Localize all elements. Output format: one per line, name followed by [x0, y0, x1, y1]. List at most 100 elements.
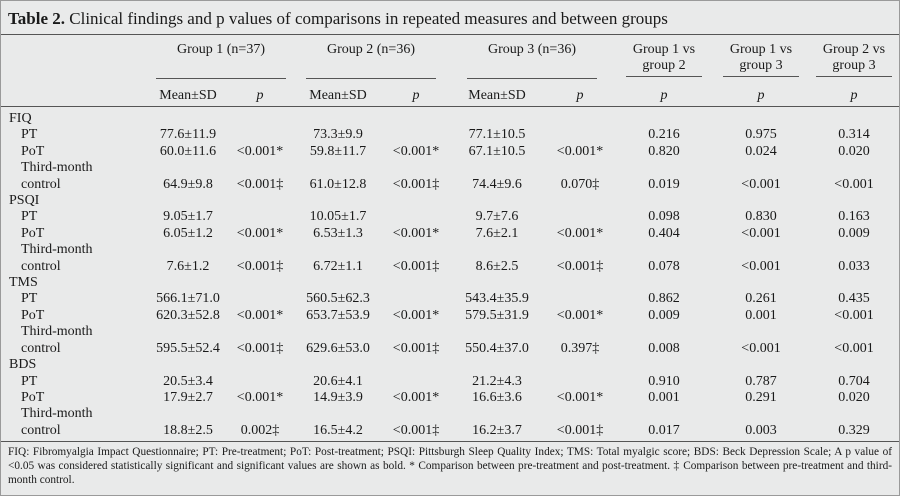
cell: <0.001 — [741, 225, 781, 241]
cell — [149, 242, 899, 258]
cell: 0.291 — [745, 389, 777, 405]
row-label: PoT — [21, 143, 45, 159]
cell: 6.05±1.2 — [163, 225, 213, 241]
row-label: Third-month — [21, 242, 93, 258]
header-row: Group 1 (n=37) Group 2 (n=36) Group 3 (n=3… — [1, 37, 899, 86]
cell: 0.078 — [648, 258, 680, 274]
row-label: PT — [21, 373, 38, 389]
cell: 560.5±62.3 — [306, 291, 370, 307]
cell: <0.001 — [741, 340, 781, 356]
cell — [149, 160, 899, 176]
data-row: PoT 60.0±11.6 <0.001* 59.8±11.7 <0.001* 67.1±… — [1, 144, 899, 160]
cell: 0.024 — [745, 143, 777, 159]
row-label: PT — [21, 127, 38, 143]
row-label: Third-month — [21, 324, 93, 340]
cell: <0.001 — [834, 340, 874, 356]
header-cell: p — [615, 86, 713, 107]
cell: <0.001 — [834, 176, 874, 192]
cell: 0.397‡ — [560, 340, 600, 356]
cell: 16.5±4.2 — [313, 422, 363, 438]
cell: <0.001‡ — [392, 258, 440, 274]
data-row: PT 20.5±3.4 20.6±4.1 21.2±4.3 0.910 0.787 0.70… — [1, 374, 899, 390]
section-name: PSQI — [9, 193, 40, 209]
cell — [545, 291, 615, 307]
cell: 543.4±35.9 — [465, 291, 529, 307]
cell: 0.017 — [648, 422, 680, 438]
cell: 0.216 — [648, 127, 680, 143]
cell: 14.9±3.9 — [313, 389, 363, 405]
cell — [383, 291, 449, 307]
section-name: FIQ — [9, 111, 32, 126]
data-row: PoT 17.9±2.7 <0.001* 14.9±3.9 <0.001* 16.6±3.… — [1, 390, 899, 406]
cell: 0.019 — [648, 176, 680, 192]
section-name: BDS — [9, 357, 37, 373]
cell: <0.001 — [741, 176, 781, 192]
section-row: TMS — [1, 275, 899, 291]
cell: <0.001‡ — [392, 422, 440, 438]
data-row: Third-month — [1, 324, 899, 340]
header-cell: p — [545, 86, 615, 107]
column-label: Mean±SD — [159, 88, 217, 103]
header-cell: Mean±SD — [149, 86, 227, 107]
cell — [545, 209, 615, 225]
cell: 20.5±3.4 — [163, 373, 213, 389]
cell: 10.05±1.7 — [309, 209, 367, 225]
cell: <0.001 — [834, 307, 874, 323]
cell: 0.975 — [745, 127, 777, 143]
data-row: PT 9.05±1.7 10.05±1.7 9.7±7.6 0.098 0.830 0.16… — [1, 209, 899, 225]
header-cell: Mean±SD — [449, 86, 545, 107]
data-row: control 18.8±2.5 0.002‡ 16.5±4.2 <0.001‡ 16.2… — [1, 423, 899, 439]
cell: 6.53±1.3 — [313, 225, 363, 241]
row-label: PoT — [21, 225, 45, 241]
cell: 0.020 — [838, 143, 870, 159]
header-cell: Group 1 vs group 2 — [615, 37, 713, 86]
cell: 0.001 — [648, 389, 680, 405]
cell: 77.1±10.5 — [468, 127, 526, 143]
column-group: Group 1 vs group 3 — [723, 42, 799, 77]
cell — [227, 291, 293, 307]
column-label: p — [757, 88, 765, 103]
cell: 8.6±2.5 — [475, 258, 519, 274]
cell: 73.3±9.9 — [313, 127, 363, 143]
cell — [149, 275, 899, 291]
cell: <0.001* — [236, 225, 284, 241]
row-label: control — [21, 340, 61, 356]
cell: 0.830 — [745, 209, 777, 225]
cell: 74.4±9.6 — [472, 176, 522, 192]
cell — [149, 111, 899, 127]
column-group: Group 1 vs group 2 — [626, 42, 702, 77]
column-label: p — [576, 88, 584, 103]
cell: 0.020 — [838, 389, 870, 405]
cell — [383, 209, 449, 225]
cell: 7.6±1.2 — [166, 258, 210, 274]
cell: <0.001* — [392, 307, 440, 323]
row-label: Third-month — [21, 406, 93, 422]
cell: 0.163 — [838, 209, 870, 225]
row-label: PT — [21, 209, 38, 225]
header-cell: Group 3 (n=36) — [449, 37, 615, 86]
cell — [227, 127, 293, 143]
cell: 0.404 — [648, 225, 680, 241]
cell: 6.72±1.1 — [313, 258, 363, 274]
cell: 653.7±53.9 — [306, 307, 370, 323]
section-row: BDS — [1, 357, 899, 373]
column-group: Group 3 (n=36) — [467, 42, 597, 79]
data-row: Third-month — [1, 242, 899, 258]
table-title: Table 2. Clinical findings and p values … — [8, 9, 668, 29]
header-cell: Group 1 vs group 3 — [713, 37, 809, 86]
header-cell: p — [227, 86, 293, 107]
cell: <0.001‡ — [392, 340, 440, 356]
cell: 566.1±71.0 — [156, 291, 220, 307]
row-label: PT — [21, 291, 38, 307]
column-label: p — [256, 88, 264, 103]
cell: <0.001* — [556, 307, 604, 323]
cell — [149, 324, 899, 340]
header-cell: Group 2 (n=36) — [293, 37, 449, 86]
cell — [227, 209, 293, 225]
cell: 9.7±7.6 — [475, 209, 519, 225]
header-cell: Mean±SD — [293, 86, 383, 107]
cell: <0.001* — [556, 225, 604, 241]
header-cell: Group 1 (n=37) — [149, 37, 293, 86]
cell: 0.910 — [648, 373, 680, 389]
cell: <0.001* — [392, 143, 440, 159]
